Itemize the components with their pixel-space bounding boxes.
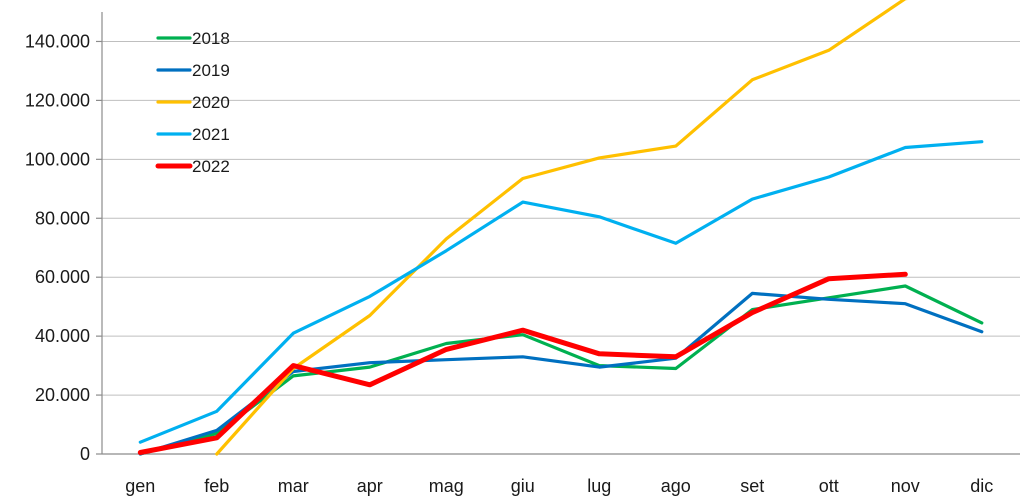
series-line-2018	[138, 284, 984, 456]
axes: 0 20.000 40.000 60.000 80.000 100.000 120.000 1…	[25, 12, 1020, 496]
series-line-2019	[138, 291, 984, 456]
x-tick-label: dic	[970, 476, 993, 496]
x-tick-label: mar	[278, 476, 309, 496]
y-tick-label: 120.000	[25, 90, 90, 110]
y-tick-label: 80.000	[35, 208, 90, 228]
series-lines	[137, 0, 984, 456]
y-tick-label: 0	[80, 444, 90, 464]
legend-label-2021: 2021	[192, 125, 230, 144]
y-tick-label: 60.000	[35, 267, 90, 287]
y-tick-label: 100.000	[25, 149, 90, 169]
legend-label-2018: 2018	[192, 29, 230, 48]
x-tick-label: giu	[511, 476, 535, 496]
series-line-2021	[138, 140, 984, 444]
legend: 2018 2019 2020 2021 2022	[155, 29, 230, 176]
gridlines	[102, 40, 1020, 396]
x-tick-label: feb	[204, 476, 229, 496]
x-tick-label: set	[740, 476, 764, 496]
x-tick-label: ago	[661, 476, 691, 496]
legend-label-2019: 2019	[192, 61, 230, 80]
series-line-2022	[137, 271, 908, 455]
legend-label-2020: 2020	[192, 93, 230, 112]
x-tick-label: apr	[357, 476, 383, 496]
x-tick-label: gen	[125, 476, 155, 496]
x-tick-label: nov	[891, 476, 920, 496]
y-tick-label: 140.000	[25, 31, 90, 51]
x-tick-label: ott	[819, 476, 839, 496]
x-tick-label: mag	[429, 476, 464, 496]
y-tick-label: 40.000	[35, 326, 90, 346]
x-tick-label: lug	[587, 476, 611, 496]
series-line-2020	[215, 0, 908, 456]
y-tick-label: 20.000	[35, 385, 90, 405]
legend-label-2022: 2022	[192, 157, 230, 176]
